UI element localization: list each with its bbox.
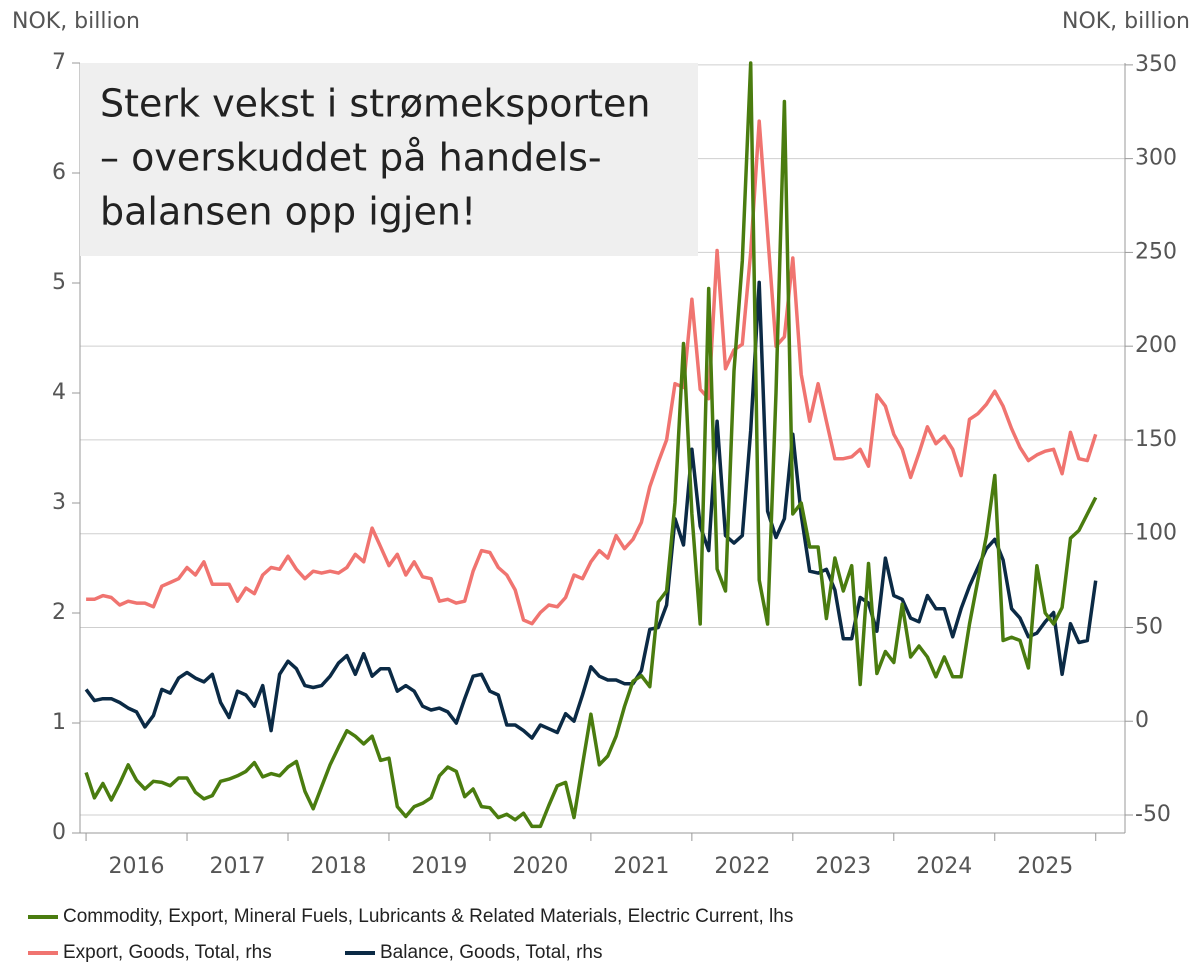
title-line: Sterk vekst i strømeksporten (100, 82, 651, 126)
y-tick-label: 7 (52, 50, 66, 75)
title-box (80, 63, 698, 256)
y2-tick-label: 100 (1135, 521, 1177, 546)
y-tick-label: 1 (52, 710, 66, 735)
x-tick-label: 2025 (1017, 854, 1073, 879)
series-line (84, 280, 1098, 740)
x-tick-label: 2023 (815, 854, 871, 879)
y2-tick-label: -50 (1135, 802, 1171, 827)
y2-tick-label: 200 (1135, 333, 1177, 358)
y2-tick-label: 0 (1135, 708, 1149, 733)
y2-tick-label: 350 (1135, 52, 1177, 77)
y2-tick-label: 300 (1135, 146, 1177, 171)
y-tick-label: 4 (52, 380, 66, 405)
series-line (86, 119, 1098, 626)
y2-tick-label: 50 (1135, 614, 1163, 639)
y2-tick-label: 250 (1135, 239, 1177, 264)
legend-label: Commodity, Export, Mineral Fuels, Lubric… (63, 906, 793, 927)
y-tick-label: 2 (52, 600, 66, 625)
y-axis-label: NOK, billion (12, 9, 140, 34)
y-tick-label: 6 (52, 160, 66, 185)
y2-axis-label: NOK, billion (1062, 9, 1190, 34)
series-line (84, 61, 1098, 829)
y-tick-label: 5 (52, 270, 66, 295)
legend-label: Export, Goods, Total, rhs (63, 942, 272, 963)
x-tick-label: 2016 (109, 854, 165, 879)
x-tick-label: 2022 (714, 854, 770, 879)
title-line: – overskuddet på handels- (100, 136, 602, 180)
x-tick-label: 2017 (210, 854, 266, 879)
y-tick-label: 3 (52, 490, 66, 515)
x-tick-label: 2020 (512, 854, 568, 879)
title-line: balansen opp igjen! (100, 190, 476, 234)
x-tick-label: 2019 (411, 854, 467, 879)
legend: Commodity, Export, Mineral Fuels, Lubric… (28, 906, 793, 963)
x-tick-label: 2018 (310, 854, 366, 879)
y2-tick-label: 150 (1135, 427, 1177, 452)
legend-label: Balance, Goods, Total, rhs (380, 942, 603, 963)
x-tick-label: 2024 (916, 854, 972, 879)
x-tick-label: 2021 (613, 854, 669, 879)
y-tick-label: 0 (52, 820, 66, 845)
